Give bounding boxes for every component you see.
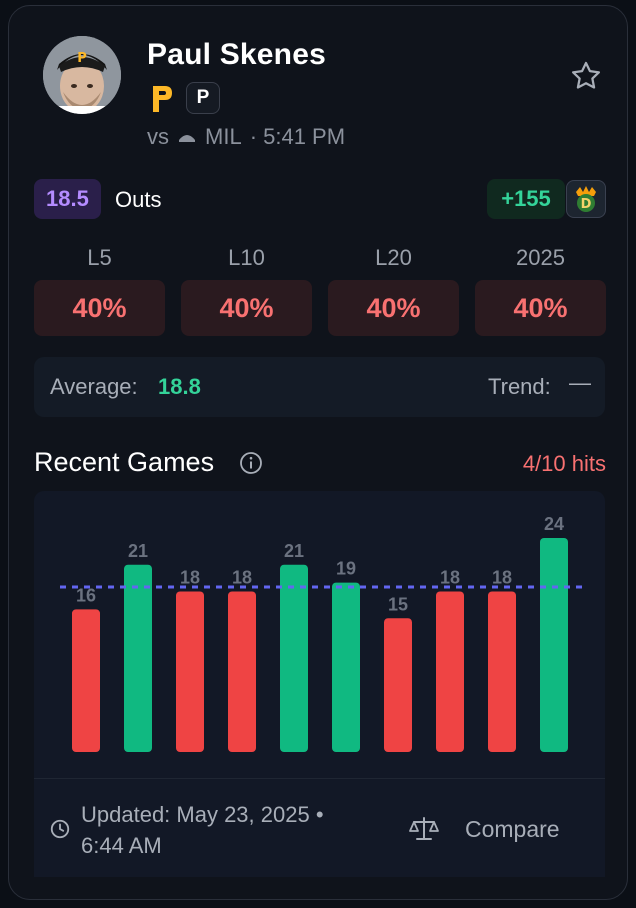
game-time: · 5:41 PM [249,124,346,149]
trend-value: — [569,370,591,395]
brewers-logo-icon [177,124,197,150]
trend-label: Trend: [488,374,551,399]
bar-value-label: 18 [180,568,200,588]
split-value: 40% [328,280,459,336]
split-l20: L20 40% [328,244,459,336]
compare-button[interactable]: Compare [465,816,560,842]
bar-value-label: 18 [232,568,252,588]
opponent-team: MIL [205,124,242,149]
bar-value-label: 19 [336,559,356,579]
recent-games-title: Recent Games [34,447,215,477]
matchup-info: vs MIL · 5:41 PM [147,124,345,150]
prop-line-badge: 18.5 [34,179,101,219]
bar-chart: 16 21 18 18 21 19 15 18 18 24 [60,514,582,753]
split-l10: L10 40% [181,244,312,336]
bar-value-label: 21 [128,541,148,561]
split-value: 40% [34,280,165,336]
odds-badge[interactable]: +155 [487,179,565,219]
info-icon[interactable] [239,451,263,475]
position-badge: P [186,82,220,114]
split-label: L5 [87,245,112,270]
split-value: 40% [475,280,606,336]
chart-bar[interactable] [488,591,516,753]
bar-value-label: 21 [284,541,304,561]
bar-value-label: 15 [388,594,408,614]
split-label: L20 [375,245,412,270]
draftkings-icon[interactable]: D [566,180,606,218]
scale-icon[interactable] [409,815,439,843]
chart-bar[interactable] [384,618,412,752]
bar-value-label: 18 [440,568,460,588]
split-l5: L5 40% [34,244,165,336]
bar-value-label: 18 [492,568,512,588]
chart-bar[interactable] [72,609,100,752]
updated-timestamp: Updated: May 23, 2025 • 6:44 AM [81,799,381,861]
favorite-star-icon[interactable] [569,59,603,93]
bar-value-label: 16 [76,585,96,605]
player-prop-card: P Paul Skenes P vs MIL · 5:41 PM 18.5 Ou… [8,5,628,900]
chart-bar[interactable] [540,538,568,752]
bar-value-label: 24 [544,514,564,534]
split-2025: 2025 40% [475,244,606,336]
chart-bar[interactable] [176,591,204,753]
split-value: 40% [181,280,312,336]
chart-bar[interactable] [124,564,152,752]
chart-bar[interactable] [280,564,308,752]
player-avatar: P [43,36,121,114]
divider [34,778,605,779]
recent-games-chart: 16 21 18 18 21 19 15 18 18 24 Updated: May 23, 20… [34,491,605,877]
prop-stat-label: Outs [115,187,162,212]
clock-icon [49,818,71,840]
updated-line-2: 6:44 AM [81,833,162,858]
summary-bar: Average: 18.8 Trend: — [34,357,605,417]
chart-bar[interactable] [332,582,360,752]
average-label: Average: [50,374,138,399]
chart-bar[interactable] [436,591,464,753]
matchup-vs: vs [147,124,169,149]
average-value: 18.8 [158,374,201,399]
hit-rate: 4/10 hits [522,451,606,476]
chart-bar[interactable] [228,591,256,753]
svg-text:D: D [581,197,592,212]
updated-line-1: Updated: May 23, 2025 • [81,802,324,827]
player-name: Paul Skenes [147,38,326,71]
split-label: 2025 [516,245,565,270]
pirates-logo-icon [149,83,175,115]
split-label: L10 [228,245,265,270]
svg-text:P: P [77,51,87,66]
